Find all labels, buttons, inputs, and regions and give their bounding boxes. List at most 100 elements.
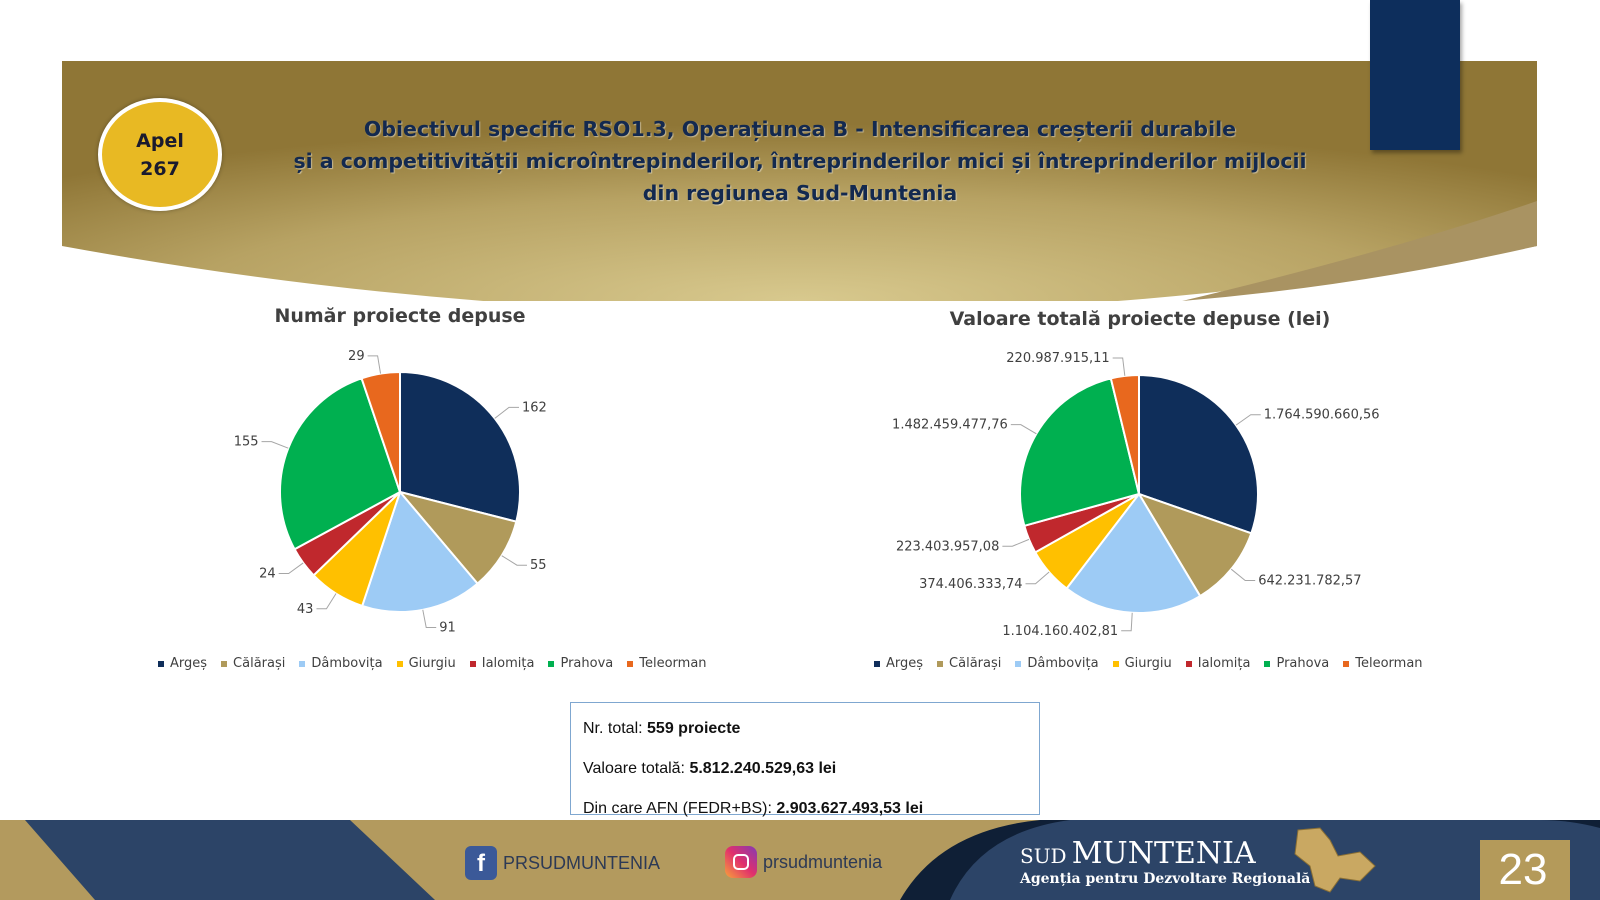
pie-slice-giurgiu <box>1033 493 1140 590</box>
data-label: 223.403.957,08 <box>896 539 999 554</box>
legend-value: Argeș Călărași Dâmbovița Giurgiu Ialomița Pra… <box>874 656 1423 671</box>
legend-swatch <box>1112 660 1119 667</box>
total-value-value: 5.812.240.529,63 lei <box>689 760 837 777</box>
legend-swatch <box>1015 660 1022 667</box>
legend-item: Teleorman <box>1343 656 1423 671</box>
total-value-label: Valoare totală: <box>583 760 690 777</box>
data-label: 162 <box>522 400 547 415</box>
pie-slice-argeș <box>1138 373 1259 535</box>
pie-value: 1.764.590.660,56 642.231.782,57 1.104.160.… <box>892 351 1379 639</box>
leader-line <box>501 555 527 566</box>
title-line: din regiunea Sud-Muntenia <box>642 181 958 205</box>
pie-slice-teleorman <box>1109 373 1140 495</box>
total-count-label: Nr. total: <box>583 720 648 737</box>
data-label: 1.104.160.402,81 <box>1002 624 1118 639</box>
data-label: 1.482.459.477,76 <box>892 418 1008 433</box>
leader-line <box>278 562 304 575</box>
instagram-link[interactable]: prsudmuntenia <box>725 846 882 878</box>
leader-line <box>422 609 437 628</box>
legend-item: Giurgiu <box>396 656 456 671</box>
title-line: și a competitivității microîntrepinderil… <box>293 149 1307 173</box>
data-label: 29 <box>348 349 365 364</box>
afn-label: Din care AFN (FEDR+BS): <box>583 800 777 817</box>
region-map-icon <box>1294 827 1376 893</box>
data-label: 374.406.333,74 <box>919 577 1022 592</box>
chart-title-count: Număr proiecte depuse <box>274 305 526 327</box>
title-line: Obiectivul specific RSO1.3, Operațiunea … <box>363 117 1237 141</box>
legend-swatch <box>158 660 164 667</box>
agency-logo: SUD MUNTENIA Agenția pentru Dezvoltare R… <box>1020 836 1310 887</box>
page-title: Obiectivul specific RSO1.3, Operațiunea … <box>250 113 1350 209</box>
legend-swatch <box>1264 660 1271 667</box>
legend-item: Ialomița <box>1185 656 1250 671</box>
legend-item: Dâmbovița <box>1015 656 1099 671</box>
legend-count: Argeș Călărași Dâmbovița Giurgiu Ialomița Pra… <box>158 656 707 671</box>
leader-line <box>1010 424 1037 435</box>
page-number: 23 <box>1480 840 1566 900</box>
logo-sud: SUD <box>1020 844 1067 868</box>
data-label: 642.231.782,57 <box>1258 574 1361 589</box>
instagram-icon <box>725 846 757 878</box>
data-label: 43 <box>297 602 314 617</box>
data-label: 91 <box>439 620 456 635</box>
pie-slice-teleorman <box>360 370 401 493</box>
legend-swatch <box>1343 660 1350 667</box>
facebook-handle: PRSUDMUNTENIA <box>503 852 661 873</box>
legend-item: Ialomița <box>469 656 534 671</box>
legend-swatch <box>627 660 634 667</box>
leader-line <box>1121 612 1133 632</box>
legend-item: Argeș <box>874 656 923 671</box>
data-label: 55 <box>530 558 547 573</box>
header-banner <box>62 61 1537 301</box>
leader-line <box>261 441 289 449</box>
chart-title-value: Valoare totală proiecte depuse (lei) <box>949 308 1331 330</box>
call-number: 267 <box>140 157 180 180</box>
pie-slice-dâmbovița <box>360 489 479 613</box>
logo-muntenia: MUNTENIA <box>1071 836 1256 871</box>
pie-slice-ialomița <box>293 491 401 577</box>
pie-slice-argeș <box>399 370 521 523</box>
legend-item: Călărași <box>937 656 1001 671</box>
pie-slice-dâmbovița <box>1065 492 1202 614</box>
pie-slice-prahova <box>279 377 402 551</box>
pie-count: 162 55 91 43 24 155 29 <box>234 349 547 636</box>
legend-item: Prahova <box>1264 656 1329 671</box>
legend-item: Argeș <box>158 656 207 671</box>
total-count-value: 559 proiecte <box>647 720 741 737</box>
logo-subtitle: Agenția pentru Dezvoltare Regională <box>1020 871 1311 887</box>
legend-swatch <box>548 660 555 667</box>
data-label: 24 <box>259 567 276 582</box>
afn-value: 2.903.627.493,53 lei <box>776 800 924 817</box>
facebook-link[interactable]: f PRSUDMUNTENIA <box>465 846 660 880</box>
pie-slice-giurgiu <box>312 491 401 608</box>
leader-line <box>1025 571 1050 585</box>
legend-item: Prahova <box>548 656 613 671</box>
data-label: 220.987.915,11 <box>1006 351 1109 366</box>
leader-line <box>1235 414 1261 426</box>
leader-line <box>367 355 382 374</box>
call-badge: Apel 267 <box>98 98 222 211</box>
legend-swatch <box>396 660 403 667</box>
legend-swatch <box>874 660 880 667</box>
legend-item: Dâmbovița <box>299 656 383 671</box>
instagram-handle: prsudmuntenia <box>763 851 883 872</box>
legend-item: Giurgiu <box>1112 656 1172 671</box>
facebook-icon: f <box>465 846 497 880</box>
leader-line <box>1112 357 1126 376</box>
leader-line <box>1230 568 1256 582</box>
leader-line <box>494 406 519 419</box>
legend-swatch <box>221 660 228 667</box>
decorative-tab <box>1370 0 1460 150</box>
leader-line <box>316 593 337 610</box>
call-label: Apel <box>136 129 184 152</box>
legend-swatch <box>299 660 306 667</box>
legend-item: Călărași <box>221 656 285 671</box>
data-label: 155 <box>234 435 259 450</box>
pie-slice-călărași <box>1136 492 1253 598</box>
legend-swatch <box>469 660 476 667</box>
totals-box: Nr. total: 559 proiecte Valoare totală: … <box>570 702 1040 817</box>
pie-slice-călărași <box>397 490 518 585</box>
data-label: 1.764.590.660,56 <box>1264 408 1380 423</box>
pie-slice-ialomița <box>1023 493 1140 554</box>
legend-item: Teleorman <box>627 656 707 671</box>
